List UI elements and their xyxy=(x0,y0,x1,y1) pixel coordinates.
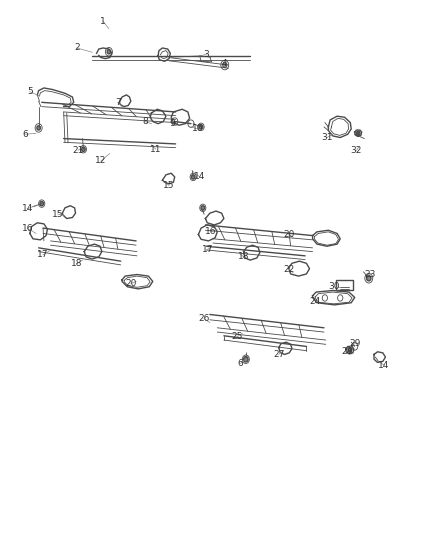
Text: 1: 1 xyxy=(100,17,106,26)
Text: 31: 31 xyxy=(321,133,332,142)
Text: 5: 5 xyxy=(27,87,33,96)
Bar xyxy=(336,280,352,290)
Text: 15: 15 xyxy=(52,210,64,219)
Circle shape xyxy=(37,126,40,130)
Circle shape xyxy=(366,276,370,281)
Text: 25: 25 xyxy=(231,333,242,341)
Text: 24: 24 xyxy=(309,297,320,305)
Text: 27: 27 xyxy=(272,350,284,359)
Text: 4: 4 xyxy=(222,60,227,68)
Text: 32: 32 xyxy=(350,146,361,155)
Text: 20: 20 xyxy=(283,230,294,239)
Circle shape xyxy=(191,175,194,179)
Text: 17: 17 xyxy=(37,251,49,259)
Text: 30: 30 xyxy=(328,282,339,291)
Text: 8: 8 xyxy=(141,117,148,126)
Text: 10: 10 xyxy=(191,125,203,133)
Circle shape xyxy=(40,201,43,206)
Text: 28: 28 xyxy=(340,348,352,356)
Text: 9: 9 xyxy=(169,119,175,128)
Circle shape xyxy=(201,206,204,210)
Text: 7: 7 xyxy=(114,98,120,107)
Text: 29: 29 xyxy=(348,340,360,348)
Text: 14: 14 xyxy=(194,173,205,181)
Text: 20: 20 xyxy=(125,279,136,288)
Text: 14: 14 xyxy=(378,361,389,369)
Text: 6: 6 xyxy=(22,130,28,139)
Text: 11: 11 xyxy=(150,145,161,154)
Circle shape xyxy=(356,131,359,135)
Text: 16: 16 xyxy=(205,228,216,236)
Text: 22: 22 xyxy=(283,265,294,273)
Circle shape xyxy=(81,147,85,151)
Text: 15: 15 xyxy=(163,181,174,190)
Text: 6: 6 xyxy=(237,359,243,368)
Text: 12: 12 xyxy=(95,157,106,165)
Text: 3: 3 xyxy=(203,50,209,59)
Circle shape xyxy=(199,125,202,129)
Text: 18: 18 xyxy=(71,260,82,268)
Circle shape xyxy=(107,50,110,54)
Text: 17: 17 xyxy=(201,245,212,254)
Text: 26: 26 xyxy=(198,314,209,323)
Text: 23: 23 xyxy=(363,270,374,279)
Text: 18: 18 xyxy=(237,253,249,261)
Circle shape xyxy=(243,357,247,362)
Circle shape xyxy=(347,348,351,352)
Text: 14: 14 xyxy=(21,205,33,213)
Circle shape xyxy=(222,62,226,68)
Text: 21: 21 xyxy=(72,146,84,155)
Text: 2: 2 xyxy=(74,44,79,52)
Text: 16: 16 xyxy=(21,224,33,232)
